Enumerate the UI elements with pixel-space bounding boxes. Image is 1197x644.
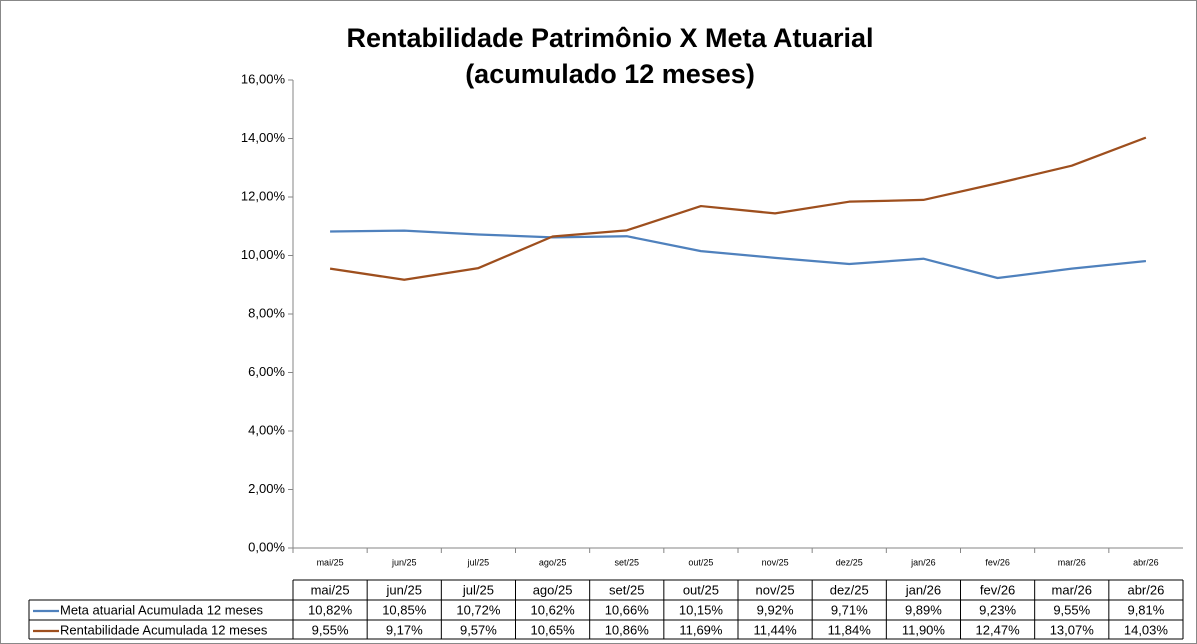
x-tick-label: nov/25 bbox=[762, 557, 789, 567]
chart-title: (acumulado 12 meses) bbox=[465, 59, 755, 89]
x-tick-label: dez/25 bbox=[836, 557, 863, 567]
table-cell: 13,07% bbox=[1050, 622, 1095, 637]
x-tick-label: mai/25 bbox=[317, 557, 344, 567]
table-header: fev/26 bbox=[980, 582, 1015, 597]
y-tick-label: 4,00% bbox=[248, 422, 285, 437]
table-cell: 11,90% bbox=[902, 622, 946, 637]
table-header: out/25 bbox=[683, 582, 719, 597]
x-tick-label: out/25 bbox=[688, 557, 713, 567]
series-line bbox=[329, 136, 1147, 281]
table-cell: 9,89% bbox=[905, 602, 942, 617]
y-tick-label: 16,00% bbox=[241, 71, 286, 86]
table-cell: 11,84% bbox=[828, 622, 872, 637]
table-cell: 10,62% bbox=[531, 602, 576, 617]
y-tick-label: 2,00% bbox=[248, 481, 285, 496]
x-tick-label: jul/25 bbox=[467, 557, 490, 567]
table-header: ago/25 bbox=[533, 582, 573, 597]
table-header: jul/25 bbox=[462, 582, 494, 597]
legend-label: Meta atuarial Acumulada 12 meses bbox=[60, 602, 264, 617]
table-cell: 9,23% bbox=[979, 602, 1016, 617]
table-header: abr/26 bbox=[1127, 582, 1164, 597]
y-tick-label: 8,00% bbox=[248, 305, 285, 320]
table-header: nov/25 bbox=[756, 582, 795, 597]
table-header: jan/26 bbox=[905, 582, 941, 597]
table-cell: 10,86% bbox=[605, 622, 650, 637]
table-cell: 9,81% bbox=[1127, 602, 1164, 617]
x-tick-label: set/25 bbox=[614, 557, 639, 567]
y-tick-label: 12,00% bbox=[241, 188, 286, 203]
x-tick-label: fev/26 bbox=[985, 557, 1010, 567]
table-cell: 14,03% bbox=[1124, 622, 1169, 637]
y-tick-label: 6,00% bbox=[248, 364, 285, 379]
x-tick-label: jun/25 bbox=[391, 557, 417, 567]
table-cell: 10,15% bbox=[679, 602, 724, 617]
table-cell: 10,66% bbox=[605, 602, 650, 617]
table-header: jun/25 bbox=[386, 582, 422, 597]
table-cell: 10,85% bbox=[382, 602, 427, 617]
table-header: mai/25 bbox=[311, 582, 350, 597]
table-header: set/25 bbox=[609, 582, 644, 597]
table-cell: 10,72% bbox=[456, 602, 501, 617]
table-cell: 9,55% bbox=[1053, 602, 1090, 617]
table-header: mar/26 bbox=[1052, 582, 1092, 597]
y-tick-label: 0,00% bbox=[248, 539, 285, 554]
y-tick-label: 10,00% bbox=[241, 247, 286, 262]
table-cell: 11,44% bbox=[754, 622, 798, 637]
table-cell: 9,71% bbox=[831, 602, 868, 617]
x-tick-label: ago/25 bbox=[539, 557, 567, 567]
table-cell: 9,55% bbox=[312, 622, 349, 637]
table-header: dez/25 bbox=[830, 582, 869, 597]
table-cell: 11,69% bbox=[679, 622, 723, 637]
table-cell: 9,57% bbox=[460, 622, 497, 637]
x-tick-label: abr/26 bbox=[1133, 557, 1159, 567]
table-cell: 12,47% bbox=[976, 622, 1021, 637]
table-cell: 9,92% bbox=[757, 602, 794, 617]
series-line bbox=[330, 229, 1147, 280]
table-cell: 10,65% bbox=[531, 622, 576, 637]
x-tick-label: mar/26 bbox=[1058, 557, 1086, 567]
y-tick-label: 14,00% bbox=[241, 130, 286, 145]
x-tick-label: jan/26 bbox=[910, 557, 936, 567]
chart-title: Rentabilidade Patrimônio X Meta Atuarial bbox=[346, 23, 873, 53]
legend-label: Rentabilidade Acumulada 12 meses bbox=[60, 622, 268, 637]
table-cell: 9,17% bbox=[386, 622, 423, 637]
table-cell: 10,82% bbox=[308, 602, 353, 617]
